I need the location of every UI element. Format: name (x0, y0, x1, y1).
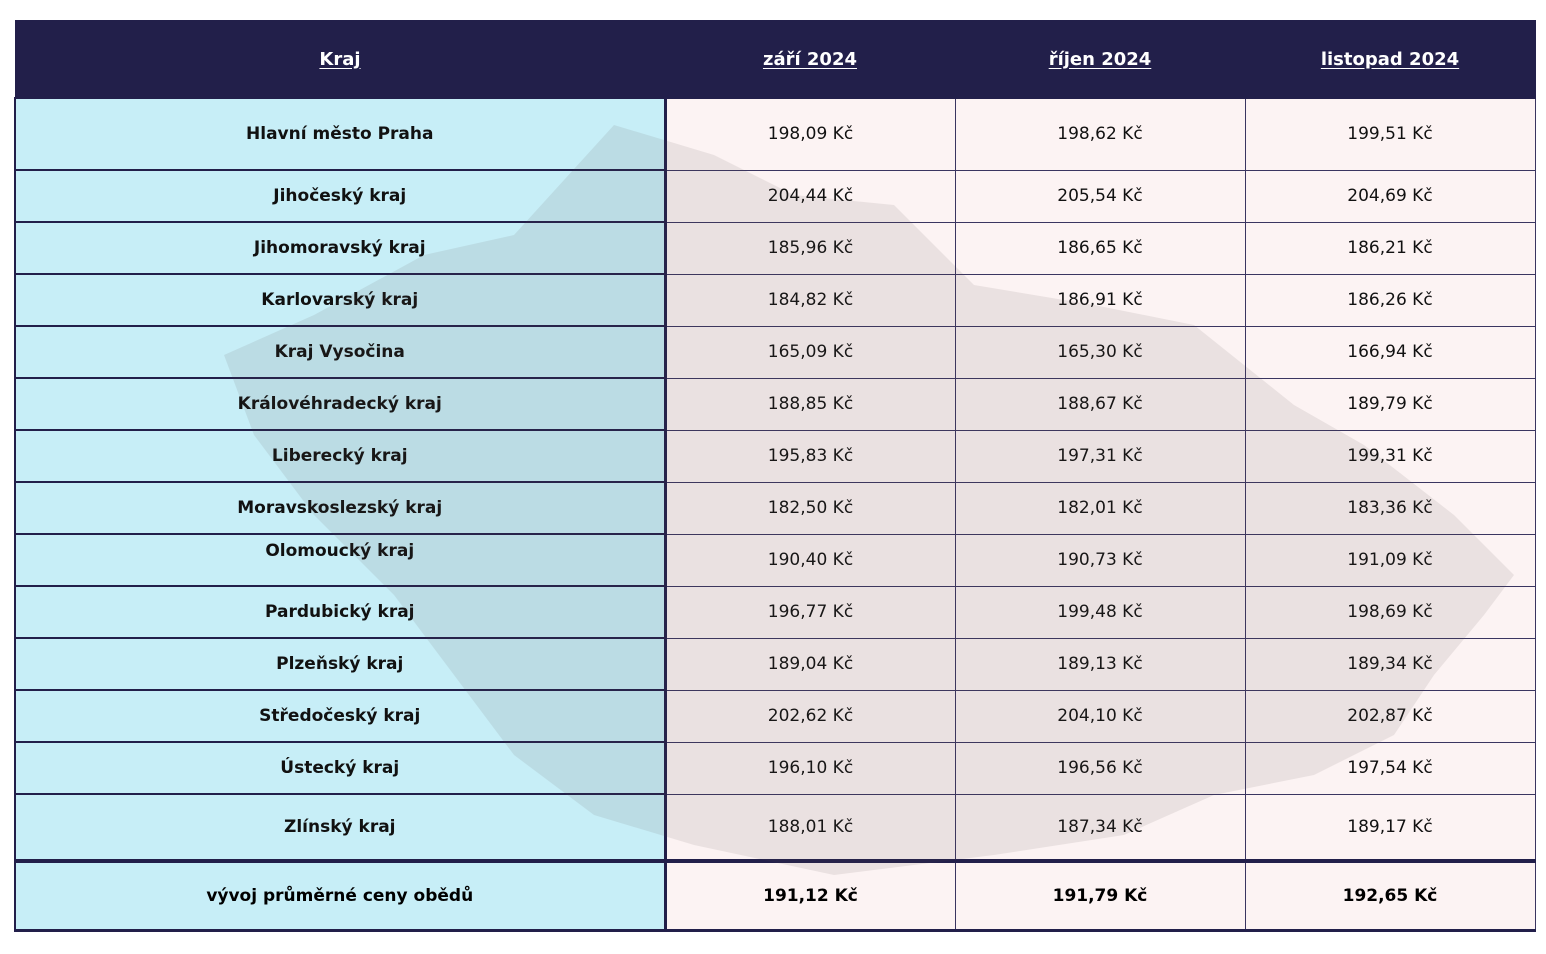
table-row: Zlínský kraj 188,01 Kč 187,34 Kč 189,17 … (14, 793, 1536, 862)
price-cell: 183,36 Kč (1244, 481, 1536, 535)
header-listopad-2024[interactable]: listopad 2024 (1244, 20, 1536, 99)
price-cell: 185,96 Kč (664, 221, 956, 275)
price-cell: 189,79 Kč (1244, 377, 1536, 431)
table-row: Jihočeský kraj 204,44 Kč 205,54 Kč 204,6… (14, 169, 1536, 223)
table-row: Středočeský kraj 202,62 Kč 204,10 Kč 202… (14, 689, 1536, 743)
region-name: Hlavní město Praha (14, 97, 667, 171)
lunch-price-table: Kraj září 2024 říjen 2024 listopad 2024 … (14, 20, 1536, 932)
price-cell: 182,50 Kč (664, 481, 956, 535)
region-name: Liberecký kraj (14, 429, 667, 483)
table-row: Kraj Vysočina 165,09 Kč 165,30 Kč 166,94… (14, 325, 1536, 379)
price-cell: 184,82 Kč (664, 273, 956, 327)
price-cell: 186,21 Kč (1244, 221, 1536, 275)
price-cell: 165,09 Kč (664, 325, 956, 379)
price-cell: 186,26 Kč (1244, 273, 1536, 327)
price-cell: 205,54 Kč (954, 169, 1246, 223)
price-cell: 196,77 Kč (664, 585, 956, 639)
price-cell: 165,30 Kč (954, 325, 1246, 379)
table-row: Pardubický kraj 196,77 Kč 199,48 Kč 198,… (14, 585, 1536, 639)
region-name: Jihočeský kraj (14, 169, 667, 223)
region-name: Jihomoravský kraj (14, 221, 667, 275)
price-cell: 198,62 Kč (954, 97, 1246, 171)
price-cell: 197,31 Kč (954, 429, 1246, 483)
price-cell: 199,51 Kč (1244, 97, 1536, 171)
region-name: Pardubický kraj (14, 585, 667, 639)
header-row: Kraj září 2024 říjen 2024 listopad 2024 (14, 20, 1536, 99)
price-cell: 188,01 Kč (664, 793, 956, 862)
region-name: Plzeňský kraj (14, 637, 667, 691)
summary-price-cell: 191,12 Kč (664, 859, 956, 932)
region-name: Kraj Vysočina (14, 325, 667, 379)
table-row: Jihomoravský kraj 185,96 Kč 186,65 Kč 18… (14, 221, 1536, 275)
summary-label: vývoj průměrné ceny obědů (14, 859, 667, 932)
table-row: Královéhradecký kraj 188,85 Kč 188,67 Kč… (14, 377, 1536, 431)
price-cell: 186,91 Kč (954, 273, 1246, 327)
table-row: Ústecký kraj 196,10 Kč 196,56 Kč 197,54 … (14, 741, 1536, 795)
price-cell: 189,34 Kč (1244, 637, 1536, 691)
summary-price-cell: 192,65 Kč (1244, 859, 1536, 932)
header-zari-2024[interactable]: září 2024 (664, 20, 956, 99)
price-cell: 195,83 Kč (664, 429, 956, 483)
price-cell: 189,04 Kč (664, 637, 956, 691)
price-cell: 189,17 Kč (1244, 793, 1536, 862)
price-cell: 166,94 Kč (1244, 325, 1536, 379)
price-cell: 190,73 Kč (954, 533, 1246, 587)
summary-price-cell: 191,79 Kč (954, 859, 1246, 932)
price-cell: 204,44 Kč (664, 169, 956, 223)
price-cell: 204,69 Kč (1244, 169, 1536, 223)
price-cell: 202,62 Kč (664, 689, 956, 743)
table-row: Moravskoslezský kraj 182,50 Kč 182,01 Kč… (14, 481, 1536, 535)
region-name: Královéhradecký kraj (14, 377, 667, 431)
price-cell: 182,01 Kč (954, 481, 1246, 535)
price-cell: 188,67 Kč (954, 377, 1246, 431)
price-cell: 199,48 Kč (954, 585, 1246, 639)
price-cell: 186,65 Kč (954, 221, 1246, 275)
price-cell: 197,54 Kč (1244, 741, 1536, 795)
region-name: Ústecký kraj (14, 741, 667, 795)
summary-row: vývoj průměrné ceny obědů 191,12 Kč 191,… (14, 859, 1536, 932)
price-cell: 196,10 Kč (664, 741, 956, 795)
price-cell: 196,56 Kč (954, 741, 1246, 795)
region-name: Zlínský kraj (14, 793, 667, 862)
table-row: Hlavní město Praha 198,09 Kč 198,62 Kč 1… (14, 97, 1536, 171)
price-cell: 198,09 Kč (664, 97, 956, 171)
table-row: Plzeňský kraj 189,04 Kč 189,13 Kč 189,34… (14, 637, 1536, 691)
price-cell: 202,87 Kč (1244, 689, 1536, 743)
header-kraj[interactable]: Kraj (14, 20, 666, 99)
price-cell: 187,34 Kč (954, 793, 1246, 862)
price-cell: 191,09 Kč (1244, 533, 1536, 587)
price-cell: 189,13 Kč (954, 637, 1246, 691)
table-row: Liberecký kraj 195,83 Kč 197,31 Kč 199,3… (14, 429, 1536, 483)
price-cell: 190,40 Kč (664, 533, 956, 587)
price-cell: 199,31 Kč (1244, 429, 1536, 483)
price-cell: 188,85 Kč (664, 377, 956, 431)
region-name: Olomoucký kraj (14, 533, 667, 587)
price-cell: 198,69 Kč (1244, 585, 1536, 639)
region-name: Středočeský kraj (14, 689, 667, 743)
header-rijen-2024[interactable]: říjen 2024 (954, 20, 1246, 99)
table-row: Karlovarský kraj 184,82 Kč 186,91 Kč 186… (14, 273, 1536, 327)
region-name: Karlovarský kraj (14, 273, 667, 327)
table-row: Olomoucký kraj 190,40 Kč 190,73 Kč 191,0… (14, 533, 1536, 587)
price-cell: 204,10 Kč (954, 689, 1246, 743)
price-table-container: Kraj září 2024 říjen 2024 listopad 2024 … (14, 20, 1536, 932)
region-name: Moravskoslezský kraj (14, 481, 667, 535)
